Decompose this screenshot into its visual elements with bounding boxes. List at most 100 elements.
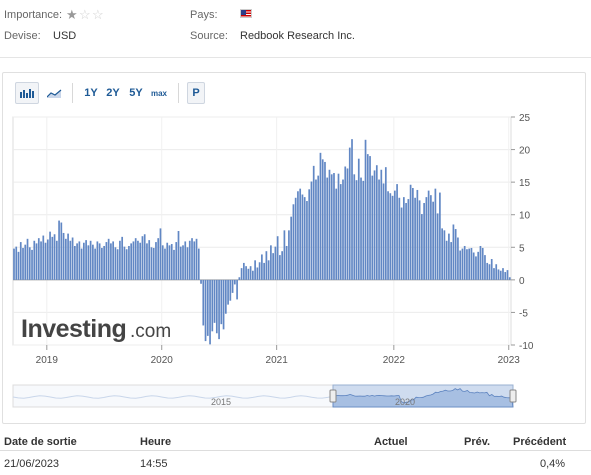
bar	[44, 242, 47, 280]
bar	[427, 190, 430, 280]
range-5y-button[interactable]: 5Y	[129, 87, 143, 99]
us-flag-icon	[240, 9, 252, 18]
bar	[119, 240, 121, 280]
bar	[152, 247, 155, 280]
range-max-button[interactable]: max	[150, 88, 167, 98]
bar	[466, 249, 468, 280]
bar	[319, 152, 322, 280]
col-forecast: Prév.	[464, 436, 491, 448]
bar	[488, 264, 491, 280]
bar	[470, 247, 473, 280]
y-tick-label: 25	[519, 113, 531, 124]
bar	[141, 236, 144, 280]
range-navigator[interactable]: 2015 2020	[12, 384, 517, 408]
bar	[468, 248, 471, 280]
bar	[346, 168, 349, 280]
col-date: Date de sortie	[4, 436, 77, 448]
bar	[398, 197, 401, 280]
range-1y-button[interactable]: 1Y	[84, 87, 98, 99]
bar	[173, 249, 175, 280]
navigator-handle[interactable]	[509, 389, 517, 403]
bar	[294, 197, 297, 280]
bar	[26, 238, 29, 280]
bar	[175, 242, 178, 280]
bar	[236, 279, 238, 300]
bar	[497, 269, 500, 280]
bar	[495, 264, 498, 280]
y-tick-label: 10	[519, 211, 531, 222]
bar	[391, 195, 394, 280]
bar	[357, 158, 360, 280]
bar	[306, 201, 308, 280]
bar	[76, 243, 78, 280]
bar	[46, 239, 49, 280]
bar	[220, 279, 223, 325]
star-icon: ☆	[79, 7, 91, 22]
bar	[191, 238, 193, 280]
p-button[interactable]: P	[187, 82, 205, 104]
investing-logo: Investing .com	[21, 315, 171, 343]
bar	[292, 204, 295, 280]
source-link[interactable]: Redbook Research Inc.	[240, 30, 355, 42]
bar	[301, 194, 304, 280]
bar	[94, 248, 96, 280]
bar	[218, 279, 220, 340]
bar	[423, 202, 425, 280]
bar	[258, 262, 261, 280]
bar	[121, 236, 124, 280]
bar	[285, 245, 288, 280]
bar	[85, 240, 87, 280]
bar	[409, 184, 412, 280]
bar	[87, 245, 90, 280]
bar	[204, 279, 207, 342]
bar	[197, 248, 200, 280]
bar	[421, 214, 423, 280]
bar	[283, 230, 286, 280]
toolbar-divider	[72, 83, 73, 103]
bar	[195, 238, 198, 280]
bar	[188, 240, 191, 280]
bar	[179, 246, 182, 280]
bar	[461, 248, 464, 280]
bar	[73, 245, 76, 280]
bar	[315, 179, 317, 280]
bar	[378, 179, 380, 280]
bar	[330, 174, 333, 280]
bar	[148, 240, 151, 280]
bar	[143, 234, 146, 280]
y-tick-label: -10	[519, 341, 534, 352]
range-2y-button[interactable]: 2Y	[106, 87, 120, 99]
bar	[441, 228, 443, 280]
bar	[414, 197, 416, 280]
bar	[506, 270, 509, 280]
bar	[164, 248, 166, 280]
bar	[69, 240, 72, 280]
bar	[107, 238, 110, 280]
bar	[177, 231, 180, 280]
country-label: Pays:	[190, 9, 218, 21]
y-tick-label: 5	[519, 243, 525, 254]
navigator-handle[interactable]	[329, 389, 337, 403]
bar	[130, 243, 133, 280]
bar	[186, 247, 189, 280]
y-tick-label: 0	[519, 276, 525, 287]
area-chart-button[interactable]	[43, 82, 65, 104]
bar	[443, 230, 446, 280]
bar	[324, 161, 326, 280]
bar-chart-button[interactable]	[15, 82, 39, 104]
bar	[159, 228, 162, 280]
star-icon: ★	[66, 7, 78, 22]
bar	[387, 191, 389, 280]
bar	[373, 170, 376, 280]
bar	[270, 245, 272, 280]
y-tick-label: -5	[519, 308, 528, 319]
bar	[58, 220, 60, 280]
bar	[80, 248, 83, 280]
currency-label: Devise:	[4, 30, 41, 42]
navigator-line	[12, 395, 334, 399]
bar	[362, 180, 365, 280]
bar	[484, 255, 486, 280]
bar	[222, 279, 225, 330]
bar	[393, 190, 396, 280]
